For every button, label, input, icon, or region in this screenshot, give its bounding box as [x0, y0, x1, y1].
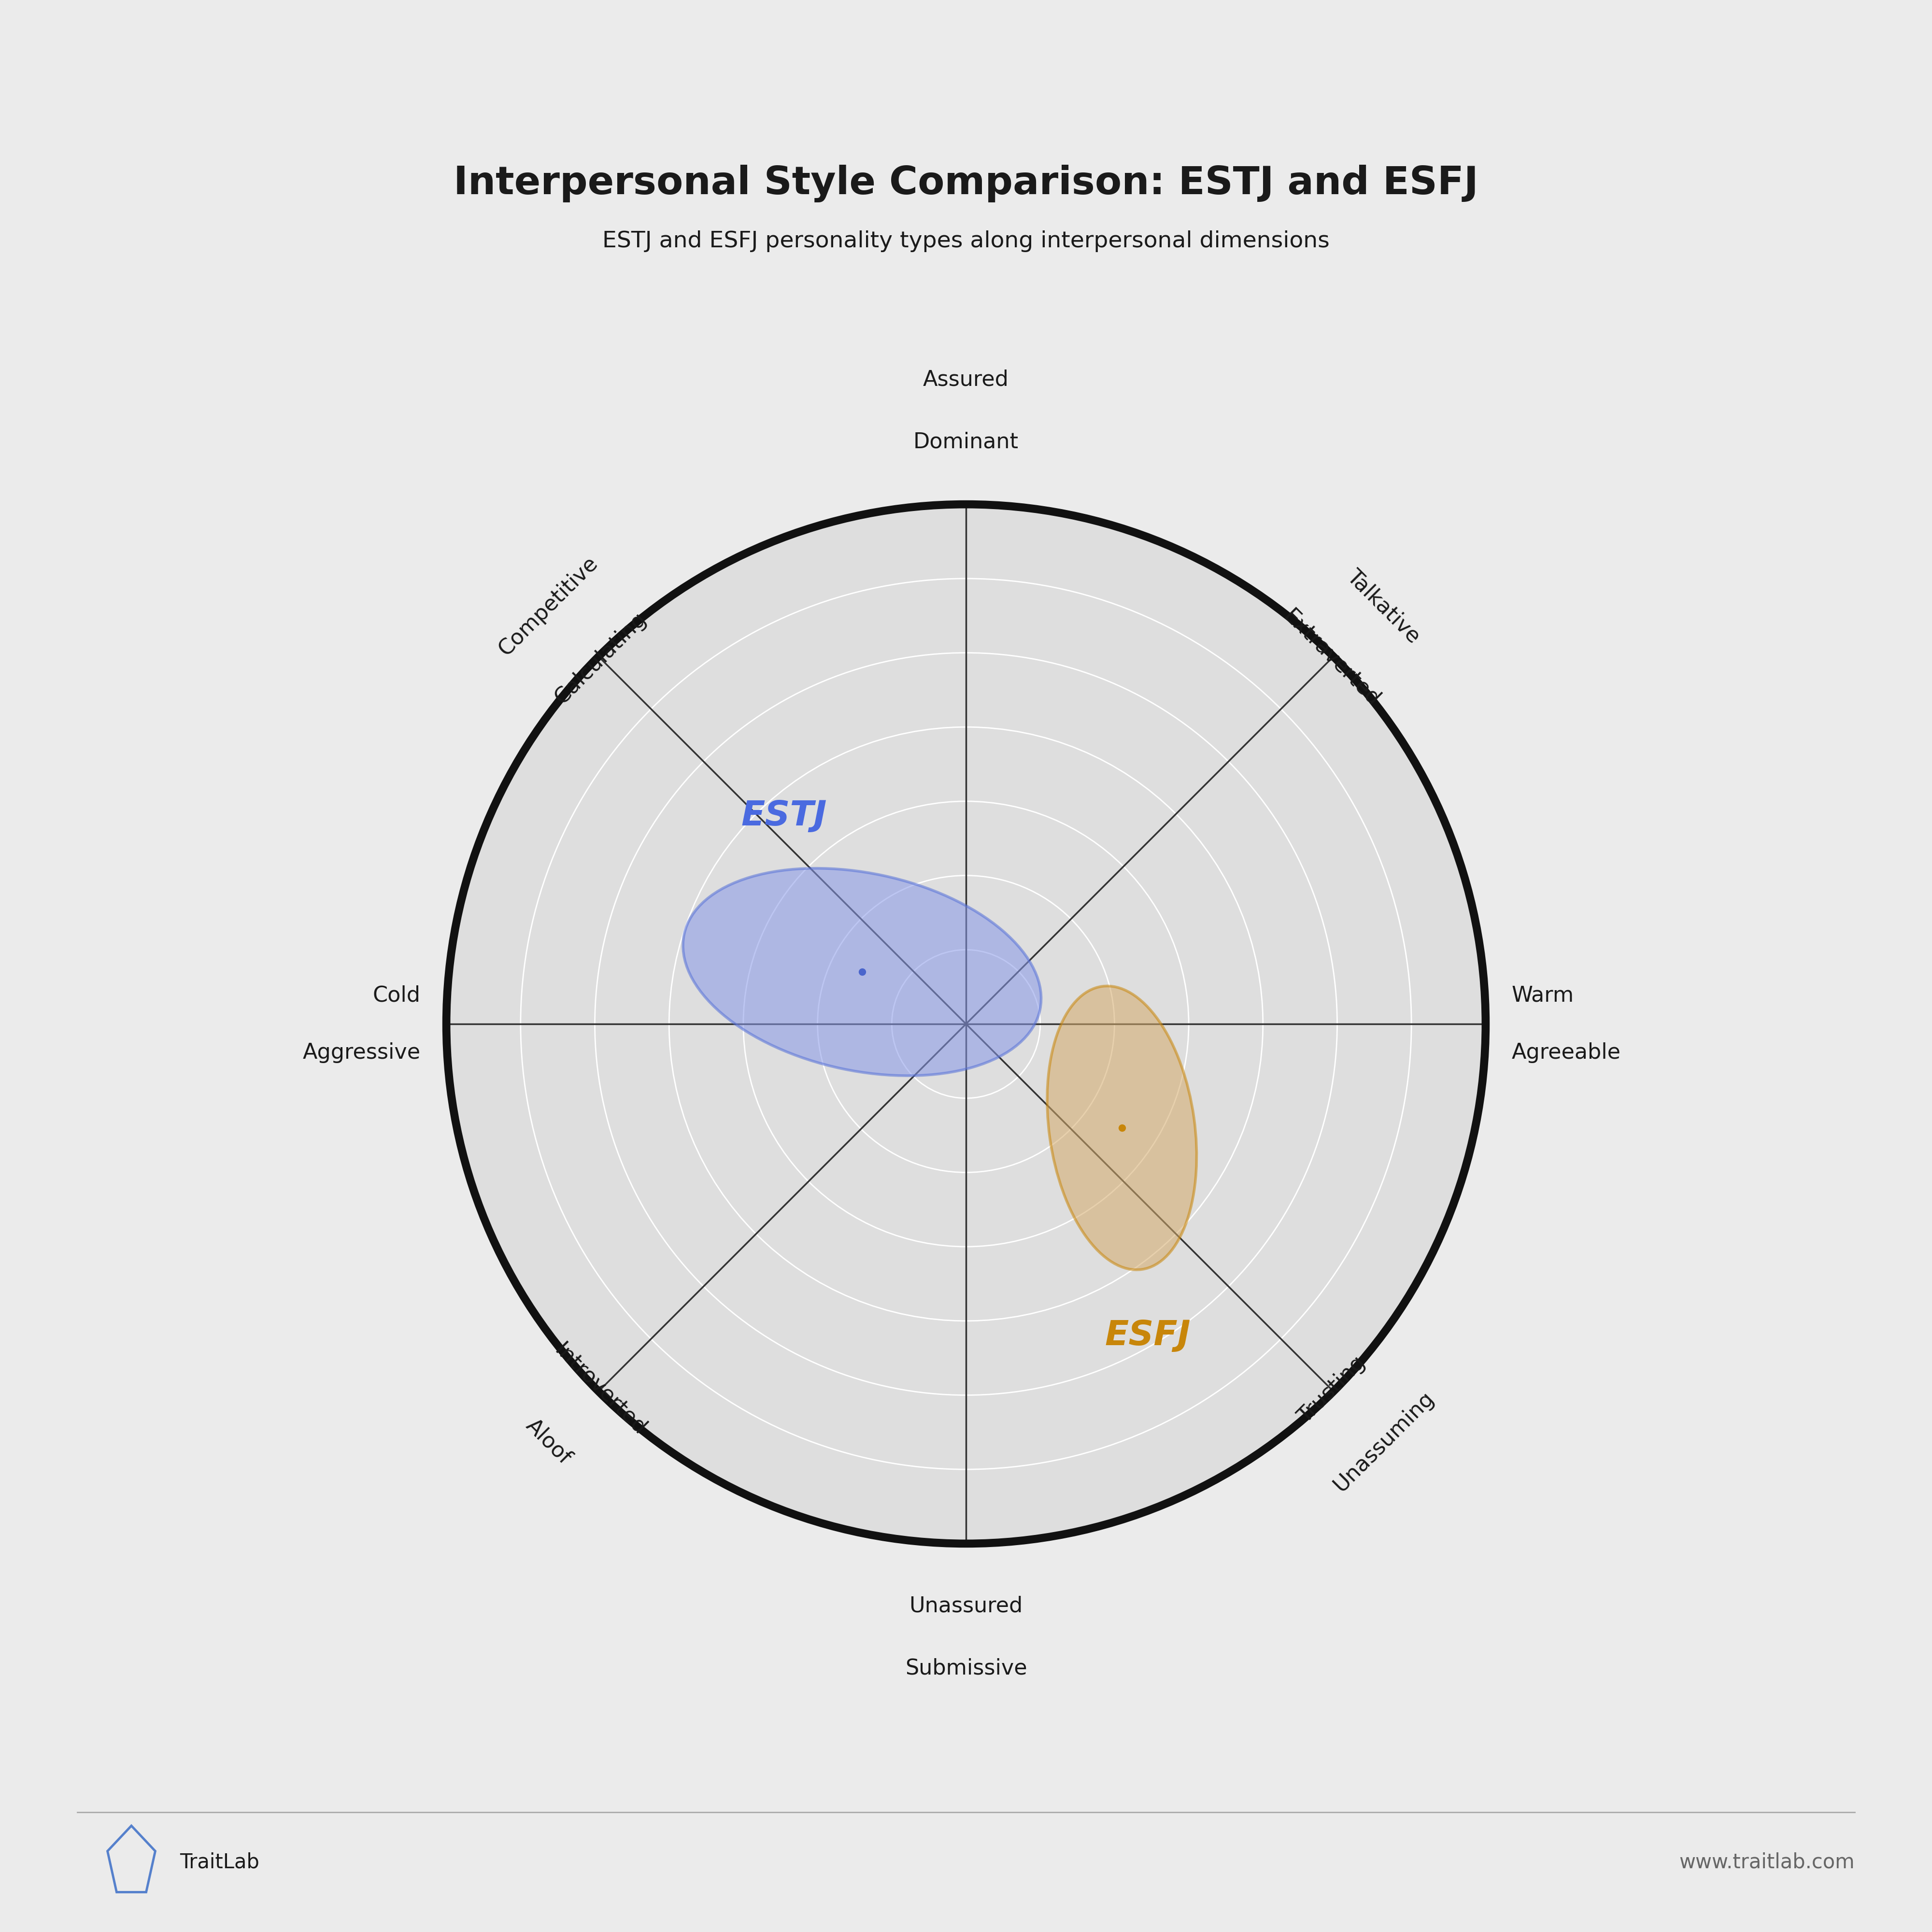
- Text: Talkative: Talkative: [1343, 566, 1424, 647]
- Text: Introverted: Introverted: [551, 1339, 651, 1439]
- Ellipse shape: [684, 867, 1041, 1076]
- Text: Unassured: Unassured: [910, 1596, 1022, 1617]
- Text: www.traitlab.com: www.traitlab.com: [1679, 1853, 1855, 1872]
- Text: Cold: Cold: [373, 985, 421, 1007]
- Text: Calculating: Calculating: [551, 609, 651, 709]
- Text: Dominant: Dominant: [914, 431, 1018, 452]
- Text: TraitLab: TraitLab: [180, 1853, 259, 1872]
- Text: Agreeable: Agreeable: [1511, 1041, 1621, 1063]
- Circle shape: [893, 951, 1039, 1097]
- Circle shape: [744, 802, 1188, 1246]
- Text: Interpersonal Style Comparison: ESTJ and ESFJ: Interpersonal Style Comparison: ESTJ and…: [454, 164, 1478, 203]
- Text: Competitive: Competitive: [495, 553, 603, 661]
- Ellipse shape: [1047, 985, 1196, 1269]
- Text: ESTJ and ESFJ personality types along interpersonal dimensions: ESTJ and ESFJ personality types along in…: [603, 230, 1329, 253]
- Text: Extraverted: Extraverted: [1279, 607, 1383, 711]
- Text: ESFJ: ESFJ: [1105, 1320, 1190, 1352]
- Circle shape: [668, 726, 1264, 1321]
- Text: Assured: Assured: [923, 369, 1009, 390]
- Text: Trusting: Trusting: [1294, 1352, 1370, 1428]
- Circle shape: [520, 578, 1412, 1470]
- Circle shape: [446, 504, 1486, 1544]
- Text: Aggressive: Aggressive: [303, 1041, 421, 1063]
- Text: ESTJ: ESTJ: [742, 800, 827, 833]
- Circle shape: [817, 875, 1115, 1173]
- Text: Warm: Warm: [1511, 985, 1575, 1007]
- Text: Aloof: Aloof: [522, 1414, 576, 1468]
- Text: Submissive: Submissive: [904, 1658, 1028, 1679]
- Text: Unassuming: Unassuming: [1329, 1387, 1437, 1495]
- Circle shape: [595, 653, 1337, 1395]
